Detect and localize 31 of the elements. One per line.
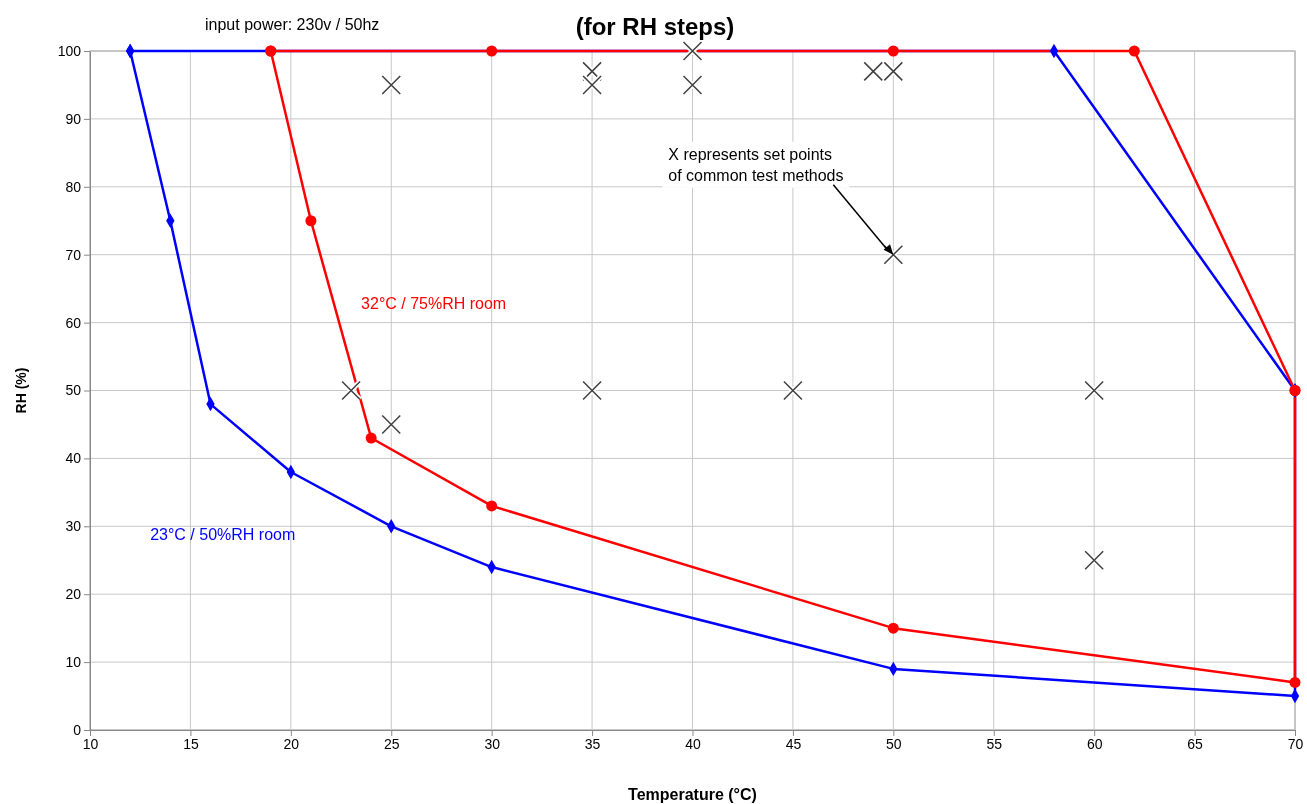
text: 23°C / 50%RH room (150, 525, 296, 543)
x-tick-label: 60 (1086, 735, 1103, 752)
x-tick-label: 35 (584, 735, 601, 752)
x-tick-label: 25 (383, 735, 400, 752)
x-axis-title: Temperature (°C) (628, 786, 757, 803)
series-label: 32°C / 75%RH room (361, 295, 507, 313)
text: input power: 230v / 50hz (205, 16, 380, 33)
y-tick-label: 100 (57, 42, 82, 59)
annotation: X represents set points of common test methods (668, 145, 844, 184)
y-tick-label: 10 (65, 654, 82, 671)
y-tick-label: 30 (65, 518, 82, 535)
x-tick-label: 45 (785, 735, 802, 752)
x-tick-label: 20 (283, 735, 300, 752)
x-tick-label: 30 (484, 735, 501, 752)
y-tick-label: 0 (73, 721, 82, 738)
y-tick-label: 80 (65, 178, 82, 195)
chart-title: (for RH steps) (575, 13, 735, 40)
x-tick-label: 10 (82, 735, 99, 752)
x-tick-label: 70 (1287, 735, 1304, 752)
y-tick-label: 40 (65, 450, 82, 467)
y-tick-label: 60 (65, 314, 82, 331)
x-tick-label: 65 (1187, 735, 1204, 752)
y-tick-label: 50 (65, 382, 82, 399)
y-tick-label: 90 (65, 110, 82, 127)
y-tick-label: 70 (65, 246, 82, 263)
y-axis-title: RH (%) (13, 367, 29, 414)
x-tick-label: 55 (986, 735, 1003, 752)
y-tick-label: 20 (65, 586, 82, 603)
x-tick-label: 50 (886, 735, 902, 752)
x-tick-label: 15 (183, 735, 199, 752)
x-tick-label: 40 (685, 735, 701, 752)
